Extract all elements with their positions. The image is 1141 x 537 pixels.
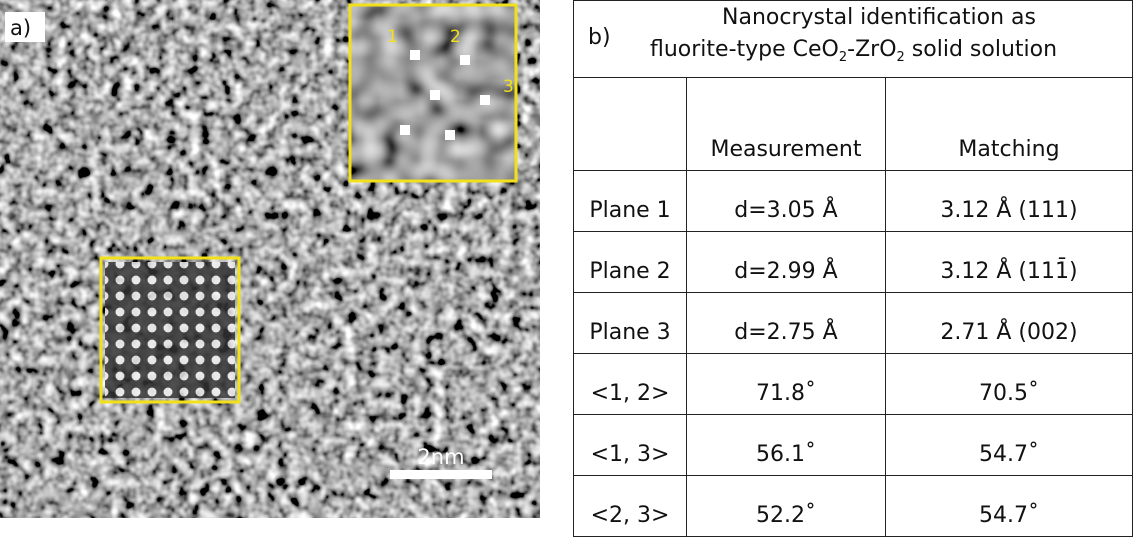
title-part: -ZrO — [847, 37, 896, 62]
results-table: b) Nanocrystal identification as fluorit… — [573, 0, 1133, 537]
spot-label: 3 — [503, 77, 514, 97]
table-cell: 71.8˚ — [687, 354, 886, 415]
table-cell: 2.71 Å (002) — [886, 293, 1133, 354]
header-cell — [574, 78, 687, 171]
table-cell: Plane 2 — [574, 232, 687, 293]
table-cell: d=2.75 Å — [687, 293, 886, 354]
table-cell: 56.1˚ — [687, 415, 886, 476]
title-cell: b) Nanocrystal identification as fluorit… — [574, 1, 1133, 78]
panel-label: a) — [10, 16, 31, 40]
table-cell: Plane 1 — [574, 171, 687, 232]
nanocrystal — [105, 262, 235, 398]
table-cell: 3.12 Å (111) — [886, 171, 1133, 232]
table-cell: 54.7˚ — [886, 415, 1133, 476]
scale-label: 2nm — [417, 445, 464, 469]
table-row: <2, 3>52.2˚54.7˚ — [574, 476, 1133, 537]
figure: 1 2 3 a) 2nm b) Nanocrystal identificati… — [0, 0, 1141, 518]
spot-label: 1 — [387, 27, 398, 47]
table-row: <1, 2>71.8˚70.5˚ — [574, 354, 1133, 415]
header-cell: Matching — [886, 78, 1133, 171]
scale-bar — [390, 470, 492, 479]
table-cell: <2, 3> — [574, 476, 687, 537]
table-cell: 54.7˚ — [886, 476, 1133, 537]
title-part: solid solution — [905, 37, 1057, 62]
table-cell: 52.2˚ — [687, 476, 886, 537]
title-part: 2 — [839, 50, 847, 65]
table-cell: d=2.99 Å — [687, 232, 886, 293]
table-cell: 70.5˚ — [886, 354, 1133, 415]
table-cell: <1, 2> — [574, 354, 687, 415]
title-part: 2 — [897, 50, 905, 65]
title: Nanocrystal identification as — [722, 5, 1036, 30]
table-cell: 3.12 Å (111̄) — [886, 232, 1133, 293]
table-cell: <1, 3> — [574, 415, 687, 476]
table-panel: b) Nanocrystal identification as fluorit… — [573, 0, 1133, 512]
panel-label: b) — [588, 25, 611, 50]
title: fluorite-type CeO2-ZrO2 solid solution — [650, 37, 1057, 65]
table-cell: Plane 3 — [574, 293, 687, 354]
table-cell: d=3.05 Å — [687, 171, 886, 232]
spot-label: 2 — [450, 27, 461, 47]
table-row: <1, 3>56.1˚54.7˚ — [574, 415, 1133, 476]
header-cell: Measurement — [687, 78, 886, 171]
hrtem-image: 1 2 3 a) 2nm — [0, 0, 540, 518]
title-part: fluorite-type CeO — [650, 37, 839, 62]
